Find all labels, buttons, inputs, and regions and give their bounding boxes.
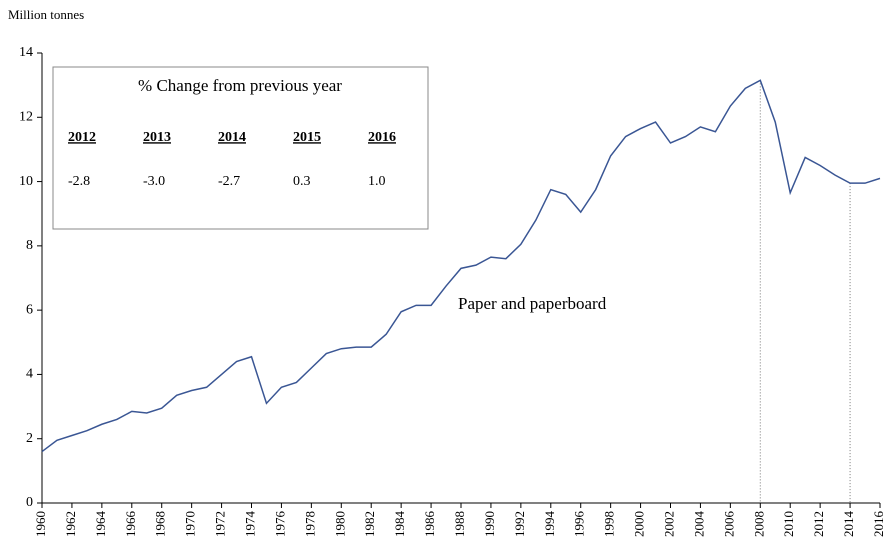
- series-label: Paper and paperboard: [458, 294, 607, 313]
- x-tick-label: 2000: [632, 511, 647, 537]
- x-tick-label: 1970: [183, 511, 198, 537]
- x-tick-label: 2008: [751, 511, 766, 537]
- x-tick-label: 1986: [422, 511, 437, 538]
- x-tick-label: 2006: [721, 511, 736, 538]
- inset-value: 0.3: [293, 174, 311, 189]
- x-tick-label: 1980: [332, 511, 347, 537]
- x-tick-label: 1972: [213, 511, 228, 537]
- inset-year: 2014: [218, 130, 246, 145]
- inset-year: 2013: [143, 130, 171, 145]
- x-tick-label: 1966: [123, 511, 138, 538]
- inset-value: -3.0: [143, 174, 165, 189]
- x-tick-label: 1988: [452, 511, 467, 537]
- x-tick-label: 2010: [781, 511, 796, 537]
- x-tick-label: 1968: [153, 511, 168, 537]
- y-tick-label: 2: [26, 431, 33, 446]
- x-tick-label: 2004: [691, 511, 706, 538]
- inset-year: 2012: [68, 130, 96, 145]
- line-series: [41, 79, 881, 453]
- y-tick-label: 8: [26, 238, 33, 253]
- inset-value: 1.0: [368, 174, 386, 189]
- x-tick-label: 1990: [482, 511, 497, 537]
- inset-value: -2.8: [68, 174, 90, 189]
- y-tick-label: 6: [26, 302, 33, 317]
- y-tick-label: 10: [19, 174, 33, 189]
- x-tick-label: 1974: [242, 511, 257, 538]
- y-tick-label: 0: [26, 495, 33, 510]
- x-tick-label: 2014: [841, 511, 856, 538]
- x-tick-label: 1978: [302, 511, 317, 537]
- inset-title: % Change from previous year: [138, 76, 342, 95]
- x-tick-label: 1960: [33, 511, 48, 537]
- y-tick-label: 12: [19, 110, 33, 125]
- y-tick-label: 14: [19, 45, 33, 60]
- inset-year: 2016: [368, 130, 396, 145]
- inset-value: -2.7: [218, 174, 240, 189]
- x-tick-label: 1962: [63, 511, 78, 537]
- x-tick-label: 1998: [602, 511, 617, 537]
- x-tick-label: 2016: [871, 511, 886, 538]
- x-tick-label: 2002: [661, 511, 676, 537]
- x-tick-label: 1992: [512, 511, 527, 537]
- x-tick-label: 1976: [272, 511, 287, 538]
- x-tick-label: 1996: [572, 511, 587, 538]
- y-tick-label: 4: [26, 367, 33, 382]
- x-tick-label: 1984: [392, 511, 407, 538]
- x-tick-label: 1982: [362, 511, 377, 537]
- x-tick-label: 1964: [93, 511, 108, 538]
- x-tick-label: 1994: [542, 511, 557, 538]
- inset-box: [52, 66, 429, 230]
- y-axis-label: Million tonnes: [8, 7, 84, 22]
- inset-year: 2015: [293, 130, 321, 145]
- x-tick-label: 2012: [811, 511, 826, 537]
